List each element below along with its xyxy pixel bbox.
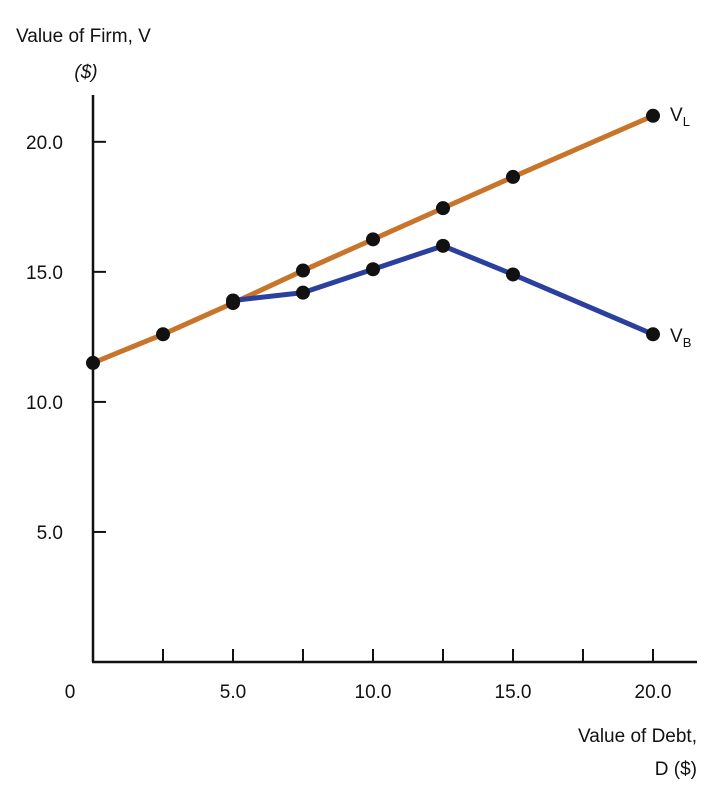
data-point-v-b <box>226 293 240 308</box>
series-lines <box>90 113 656 366</box>
series-label-vl-main: V <box>670 105 683 126</box>
x-tick-label: 10.0 <box>355 682 392 703</box>
data-point-v-l <box>296 263 310 278</box>
origin-label: 0 <box>65 682 76 703</box>
data-point-v-l <box>436 201 450 216</box>
y-axis-title: Value of Firm, V <box>16 26 151 47</box>
series-label-vb: VB <box>670 326 691 350</box>
series-label-vl-sub: L <box>683 114 690 129</box>
data-point-v-l <box>366 232 380 247</box>
series-label-vl: VL <box>670 105 690 129</box>
data-point-v-b <box>646 327 660 342</box>
series-points <box>86 108 660 370</box>
x-axis-title: Value of Debt, <box>578 726 697 747</box>
data-point-v-l <box>156 327 170 342</box>
series-line-v-l <box>90 113 656 366</box>
y-tick-label: 20.0 <box>26 133 63 154</box>
data-point-v-b <box>296 285 310 300</box>
y-axis-unit: ($) <box>74 62 97 83</box>
data-point-v-b <box>366 262 380 277</box>
y-tick-label: 15.0 <box>26 263 63 284</box>
data-point-v-b <box>436 238 450 253</box>
series-label-vb-main: V <box>670 326 683 347</box>
y-tick-label: 5.0 <box>37 523 63 544</box>
x-ticks <box>162 649 654 662</box>
data-point-v-l <box>86 355 100 370</box>
tick-labels: 5.0 10.0 15.0 20.0 5.0 10.0 15.0 20.0 <box>26 133 671 703</box>
x-tick-label: 15.0 <box>495 682 532 703</box>
series-line-v-b <box>230 243 656 337</box>
x-tick-label: 20.0 <box>635 682 672 703</box>
data-point-v-l <box>646 108 660 123</box>
x-tick-label: 5.0 <box>220 682 246 703</box>
y-ticks <box>93 140 106 533</box>
x-axis-unit: D ($) <box>655 759 697 780</box>
series-label-vb-sub: B <box>683 335 692 350</box>
data-point-v-l <box>506 169 520 184</box>
data-point-v-b <box>506 267 520 282</box>
y-tick-label: 10.0 <box>26 393 63 414</box>
